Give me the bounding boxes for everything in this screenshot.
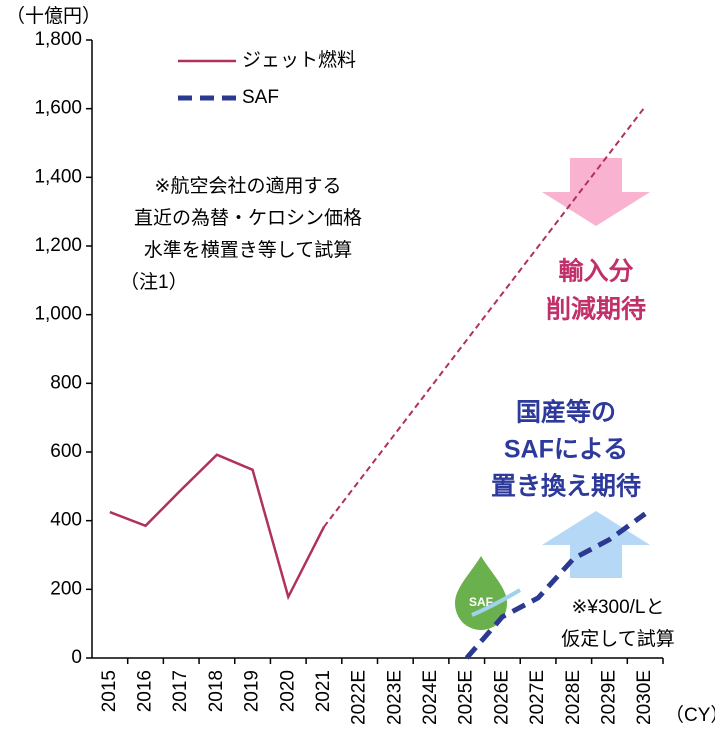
annotation: 水準を横置き等して試算: [144, 239, 352, 261]
annotation: 直近の為替・ケロシン価格: [134, 207, 362, 229]
x-tick-label: 2024E: [420, 670, 441, 725]
x-tick-label: 2019: [242, 670, 263, 712]
y-tick-label: 800: [50, 372, 82, 393]
annotation: 仮定して試算: [561, 628, 674, 650]
annotation: 国産等の: [516, 398, 616, 427]
annotation: 削減期待: [546, 296, 646, 324]
x-tick-label: 2022E: [349, 670, 370, 725]
saf-icon: [455, 556, 507, 630]
x-tick-label: 2017: [170, 670, 191, 712]
x-tick-label: 2026E: [491, 670, 512, 725]
annotation: （注1）: [120, 271, 188, 293]
saf-icon-label: SAF: [469, 595, 493, 609]
y-tick-label: 600: [50, 441, 82, 462]
y-tick-label: 0: [71, 647, 82, 668]
x-tick-label: 2029E: [598, 670, 619, 725]
y-tick-label: 1,200: [34, 235, 82, 256]
y-tick-label: 1,800: [34, 29, 82, 50]
y-tick-label: 400: [50, 510, 82, 531]
x-tick-label: 2025E: [456, 670, 477, 725]
down-arrow: [542, 158, 650, 226]
legend-label: SAF: [242, 87, 279, 108]
annotation: ※¥300/Lと: [571, 597, 664, 618]
x-tick-label: 2018: [206, 670, 227, 712]
series-line: [109, 453, 326, 601]
x-tick-label: 2027E: [527, 670, 548, 725]
series-line: [323, 105, 646, 528]
y-tick-label: 200: [50, 578, 82, 599]
x-tick-label: 2021: [313, 670, 334, 712]
y-axis-label: （十億円）: [6, 5, 101, 27]
up-arrow: [542, 511, 650, 578]
x-tick-label: 2028E: [563, 670, 584, 725]
x-tick-label: 2023E: [384, 670, 405, 725]
x-tick-label: 2030E: [634, 670, 655, 725]
x-tick-label: 2020: [277, 670, 298, 712]
y-tick-label: 1,600: [34, 98, 82, 119]
legend-label: ジェット燃料: [242, 49, 356, 71]
y-tick-label: 1,400: [34, 166, 82, 187]
x-tick-label: 2016: [135, 670, 156, 712]
x-tick-label: 2015: [99, 670, 120, 712]
annotation: 輸入分: [558, 257, 633, 286]
annotation: SAFによる: [504, 436, 628, 464]
annotation: ※航空会社の適用する: [155, 175, 342, 197]
y-tick-label: 1,000: [34, 304, 82, 325]
annotation: 置き換え期待: [491, 473, 641, 501]
x-axis-label: （CY）: [665, 704, 715, 726]
series-line: [464, 511, 647, 660]
saf-icon-wing: [471, 588, 522, 617]
